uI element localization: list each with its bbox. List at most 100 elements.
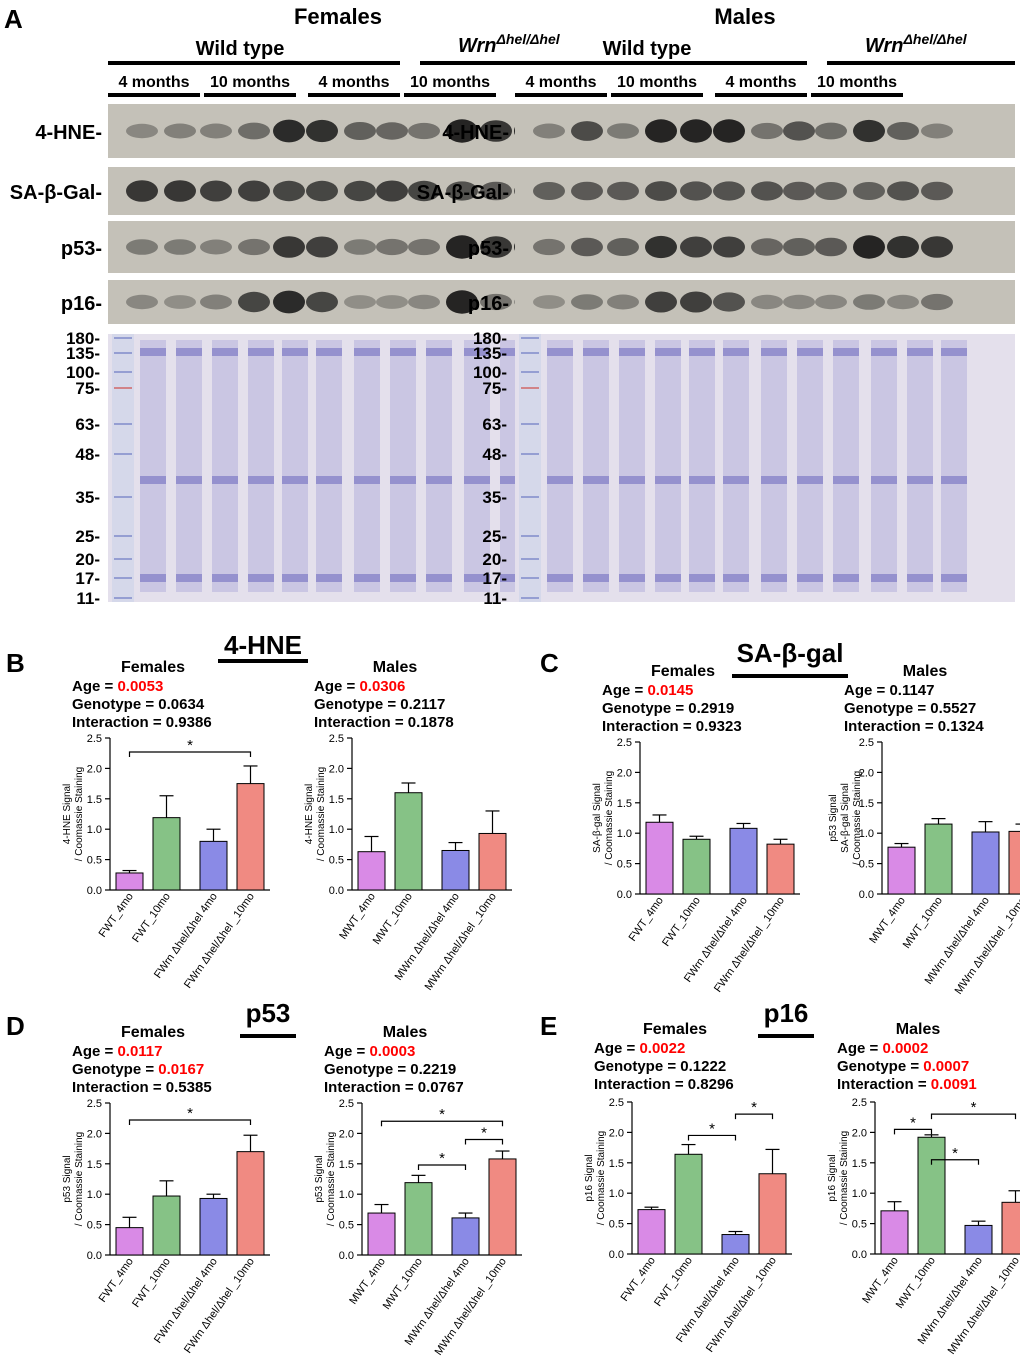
blot-band xyxy=(680,119,712,143)
stat-label: Interaction = xyxy=(602,718,696,735)
y-tick-label: 1.5 xyxy=(859,798,874,810)
y-tick-label: 2.0 xyxy=(329,763,344,775)
bar xyxy=(199,1197,228,1256)
section-title-p16: p16 xyxy=(764,998,809,1028)
stat-label: Genotype = xyxy=(837,1058,923,1075)
blot-band xyxy=(783,121,815,141)
age-label: 10 months xyxy=(617,74,697,91)
panel-letter-e: E xyxy=(540,1011,557,1041)
stat-p-value: 0.9323 xyxy=(696,718,742,735)
blot-row-label: p16- xyxy=(468,293,509,315)
bar xyxy=(964,1224,993,1255)
blot-band xyxy=(921,181,953,201)
coomassie-band xyxy=(464,476,490,484)
stat-line: Interaction = 0.0091 xyxy=(837,1076,977,1093)
stat-label: Interaction = xyxy=(324,1079,418,1096)
stat-p-value: 0.8296 xyxy=(688,1076,734,1093)
genotype-label-wt: Wild type xyxy=(603,38,692,60)
coomassie-lane xyxy=(689,340,715,592)
coomassie-band xyxy=(390,574,416,582)
marker-label: 63- xyxy=(482,415,507,434)
blot-band xyxy=(713,119,745,143)
bar xyxy=(1008,830,1020,895)
blot-band xyxy=(344,180,376,202)
significance-bracket xyxy=(128,1119,252,1126)
marker-label: 48- xyxy=(75,445,100,464)
coomassie-band xyxy=(354,476,380,484)
y-axis-label-line: / Coomassie Staining xyxy=(326,1132,337,1227)
bar xyxy=(1001,1201,1020,1255)
coomassie-band xyxy=(797,574,823,582)
significance-bracket xyxy=(464,1138,504,1145)
stat-p-value: 0.1147 xyxy=(889,682,934,699)
y-tick-label: 2.5 xyxy=(617,737,632,749)
marker-label: 135- xyxy=(473,344,507,363)
bar xyxy=(441,849,470,891)
coomassie-lane xyxy=(871,340,897,592)
category-label: MWrn Δhel/Δhel _10mo xyxy=(946,1255,1020,1356)
y-axis-label-line: / Coomassie Staining xyxy=(74,767,85,862)
blot-band xyxy=(680,236,712,258)
bar xyxy=(674,1153,703,1255)
bar xyxy=(880,1210,909,1255)
marker-label: 25- xyxy=(75,527,100,546)
stat-label: Genotype = xyxy=(324,1061,410,1078)
bar xyxy=(488,1158,517,1256)
stat-label: Genotype = xyxy=(72,1061,158,1078)
blot-band xyxy=(344,122,376,140)
category-label: MWT_10mo xyxy=(381,1256,425,1312)
coomassie-band xyxy=(248,476,274,484)
blot-band xyxy=(480,120,512,142)
stat-label: Interaction = xyxy=(594,1076,688,1093)
coomassie-band xyxy=(941,476,967,484)
coomassie-band xyxy=(248,348,274,356)
significance-star: * xyxy=(187,1105,193,1122)
coomassie-band xyxy=(316,574,342,582)
y-axis-label-line: 4-HNE Signal xyxy=(62,784,73,845)
marker-label: 17- xyxy=(482,569,507,588)
significance-bracket xyxy=(930,1113,1017,1120)
blot-band xyxy=(815,294,847,310)
blot-band xyxy=(200,123,232,139)
y-tick-label: 1.0 xyxy=(617,828,632,840)
stat-p-value: 0.9386 xyxy=(166,714,212,731)
bar xyxy=(236,1151,265,1256)
coomassie-band xyxy=(723,574,749,582)
significance-bracket xyxy=(893,1128,933,1135)
coomassie-band xyxy=(619,574,645,582)
stat-line: Age = 0.0117 xyxy=(72,1043,163,1060)
stat-line: Age = 0.0002 xyxy=(837,1040,928,1057)
y-tick-label: 1.5 xyxy=(609,1158,624,1170)
blot-band xyxy=(200,294,232,310)
y-tick-label: 1.5 xyxy=(339,1159,354,1171)
marker-label: 11- xyxy=(76,589,100,608)
coomassie-band xyxy=(176,574,202,582)
category-label: FWT_4mo xyxy=(627,895,666,944)
stat-p-value: 0.0022 xyxy=(639,1040,685,1057)
y-tick-label: 0.0 xyxy=(87,1250,102,1262)
category-label: FWrn Δhel/Δhel _10mo xyxy=(182,1256,257,1356)
y-axis-label-line: 4-HNE Signal xyxy=(304,784,315,845)
y-tick-label: 2.0 xyxy=(609,1127,624,1139)
y-axis-label: p53 SignalSA-β-gal Signal/ Coomassie Sta… xyxy=(828,771,863,866)
category-label: MWrn Δhel/Δhel _10mo xyxy=(433,1256,509,1356)
bar xyxy=(367,1212,396,1256)
coomassie-lane xyxy=(140,340,166,592)
coomassie-band xyxy=(723,476,749,484)
stat-line: Age = 0.0145 xyxy=(602,682,693,699)
coomassie-band xyxy=(761,348,787,356)
stat-p-value: 0.0003 xyxy=(369,1043,415,1060)
coomassie-band xyxy=(655,476,681,484)
y-tick-label: 0.0 xyxy=(339,1250,354,1262)
marker-label: 75- xyxy=(482,379,507,398)
coomassie-lane xyxy=(282,340,308,592)
y-axis-label-line: p53 Signal xyxy=(314,1155,325,1202)
category-label: MWT_10mo xyxy=(901,895,945,951)
coomassie-band xyxy=(655,348,681,356)
coomassie-band xyxy=(176,348,202,356)
coomassie-lane xyxy=(619,340,645,592)
bar xyxy=(115,1227,144,1256)
bar xyxy=(394,792,423,891)
coomassie-band xyxy=(547,574,573,582)
coomassie-band xyxy=(390,348,416,356)
